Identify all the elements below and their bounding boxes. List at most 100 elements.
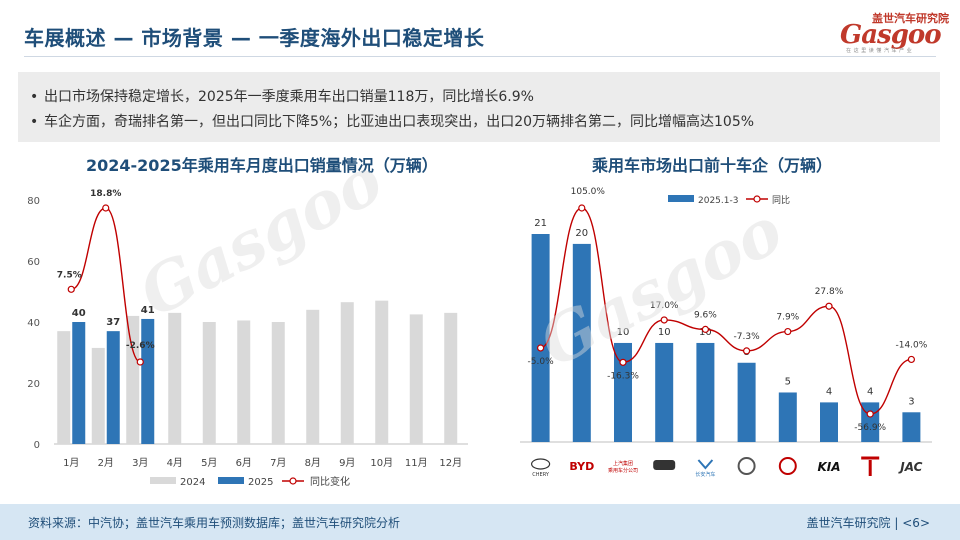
legend-tongbi-marker (753, 195, 761, 203)
yoy-label: -2.6% (126, 341, 155, 351)
bar-2025-label: 41 (141, 305, 155, 316)
bar-2024 (375, 300, 389, 444)
company-bar (902, 412, 921, 442)
left-xtick-label: 9月 (339, 457, 355, 469)
company-bar (737, 362, 756, 442)
company-yoy-point (825, 302, 833, 310)
company-yoy-point (907, 355, 916, 364)
charts-canvas: 0 20 40 60 80 40 1月 37 2月 41 3月 4月 5月 6月 7月 8月 9月 10月 11月 1… (27, 187, 932, 488)
summary-bullet-1: • 出口市场保持稳定增长，2025年一季度乘用车出口销量118万，同比增长6.9% (30, 86, 534, 106)
company-bar-label: 21 (534, 218, 547, 229)
bar-2024 (409, 314, 423, 444)
company-yoy-label: -14.0% (895, 340, 927, 350)
footer-org-name: 盖世汽车研究院 (806, 516, 891, 530)
page-title: 车展概述 — 市场背景 — 一季度海外出口稳定增长 (24, 26, 485, 50)
left-xtick-label: 2月 (98, 457, 114, 469)
jac-logo: JAC (898, 460, 922, 474)
yoy-point (136, 358, 144, 366)
bar-2025 (72, 322, 86, 444)
left-xtick-label: 11月 (405, 457, 428, 469)
company-yoy-line (540, 207, 912, 415)
yoy-label: 7.5% (57, 270, 82, 280)
yoy-label: 18.8% (90, 189, 121, 199)
logo-slogan: 在 这 里 读 懂 汽 车 产 业 (846, 48, 913, 54)
yoy-point (67, 285, 75, 293)
dongfeng-logo (778, 457, 797, 475)
right-chart-title: 乘用车市场出口前十车企（万辆） (592, 156, 833, 175)
company-bar (696, 342, 715, 442)
summary-bullet-1-text: 出口市场保持稳定增长，2025年一季度乘用车出口销量118万，同比增长6.9% (44, 89, 534, 105)
summary-box (18, 72, 940, 142)
bar-2024 (340, 302, 354, 444)
bar-2024 (306, 309, 320, 444)
company-yoy-label: -16.3% (607, 371, 639, 381)
company-yoy-point (536, 344, 545, 352)
bar-2024 (57, 331, 71, 444)
left-ytick-label: 80 (27, 196, 40, 207)
company-bar-label: 5 (785, 376, 791, 387)
legend-2024-swatch (150, 477, 176, 484)
company-yoy-label: 105.0% (571, 187, 606, 197)
legend-2025-label: 2025 (248, 477, 273, 488)
company-bar (778, 392, 797, 442)
saic-logo: 上汽集团 (613, 460, 633, 467)
company-bar-label: 3 (908, 396, 914, 407)
bar-2025-label: 40 (72, 308, 86, 319)
legend-2024-label: 2024 (180, 477, 205, 488)
kia-logo: KIA (817, 460, 840, 474)
company-yoy-point (742, 347, 751, 355)
left-xtick-label: 12月 (439, 457, 462, 469)
title-divider (24, 56, 936, 57)
footer-sep: | (894, 516, 903, 530)
bar-2024 (271, 322, 285, 444)
legend-2025-swatch (218, 477, 244, 484)
left-xtick-label: 10月 (370, 457, 393, 469)
bullet-dot: • (30, 89, 39, 105)
left-chart-title: 2024-2025年乘用车月度出口销量情况（万辆） (86, 156, 438, 175)
changan-logo-text: 长安汽车 (695, 471, 715, 478)
company-yoy-point (578, 204, 586, 212)
bar-2024 (444, 312, 458, 444)
company-bar (820, 402, 838, 442)
yoy-point (102, 204, 110, 212)
great-wall-logo (737, 457, 756, 475)
left-xtick-label: 3月 (132, 457, 148, 469)
company-yoy-label: -7.3% (734, 332, 761, 342)
company-bar-label: 10 (658, 327, 671, 338)
bar-2025 (141, 318, 155, 444)
legend-tongbi-label: 同比 (772, 194, 790, 206)
geely-logo (653, 460, 676, 470)
company-bar (614, 342, 632, 442)
logo-cn-text: 盖世汽车研究院 (872, 12, 949, 25)
company-yoy-label: 27.8% (815, 287, 844, 297)
byd-logo: BYD (569, 460, 594, 473)
page-number: <6> (902, 516, 930, 530)
bar-2024 (91, 347, 105, 444)
company-bar-label: 4 (867, 386, 873, 397)
company-yoy-label: 9.6% (694, 310, 717, 320)
footer-source: 资料来源：中汽协；盖世汽车乘用车预测数据库；盖世汽车研究院分析 (28, 516, 401, 530)
bullet-dot: • (30, 114, 39, 130)
company-yoy-point (866, 410, 874, 418)
company-yoy-label: 7.9% (776, 313, 799, 323)
left-xtick-label: 1月 (63, 457, 79, 469)
tesla-logo (861, 456, 880, 476)
company-bar (531, 234, 550, 442)
company-bar-label: 10 (617, 327, 630, 338)
saic-logo-line2: 乘用车分公司 (608, 467, 638, 474)
left-ytick-label: 60 (27, 257, 40, 268)
left-ytick-label: 40 (27, 318, 40, 329)
bar-2025 (106, 331, 120, 444)
company-bar (655, 342, 674, 442)
chery-logo (530, 458, 551, 470)
company-yoy-point (784, 327, 792, 336)
summary-bullet-2: • 车企方面，奇瑞排名第一，但出口同比下降5%；比亚迪出口表现突出，出口20万辆排… (30, 111, 754, 131)
left-ytick-label: 0 (34, 440, 40, 451)
left-xtick-label: 4月 (167, 457, 183, 469)
company-yoy-point (701, 325, 710, 333)
chery-logo-text: CHERY (532, 472, 550, 478)
company-bar (572, 243, 591, 442)
company-yoy-label: -5.0% (528, 357, 555, 367)
bar-2025-label: 37 (106, 317, 120, 328)
logo-wordmark: Gasgoo (840, 20, 942, 50)
